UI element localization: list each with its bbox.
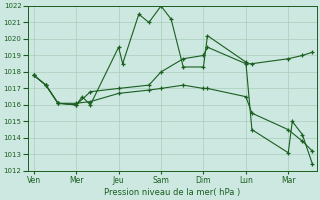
X-axis label: Pression niveau de la mer( hPa ): Pression niveau de la mer( hPa ) (104, 188, 240, 197)
